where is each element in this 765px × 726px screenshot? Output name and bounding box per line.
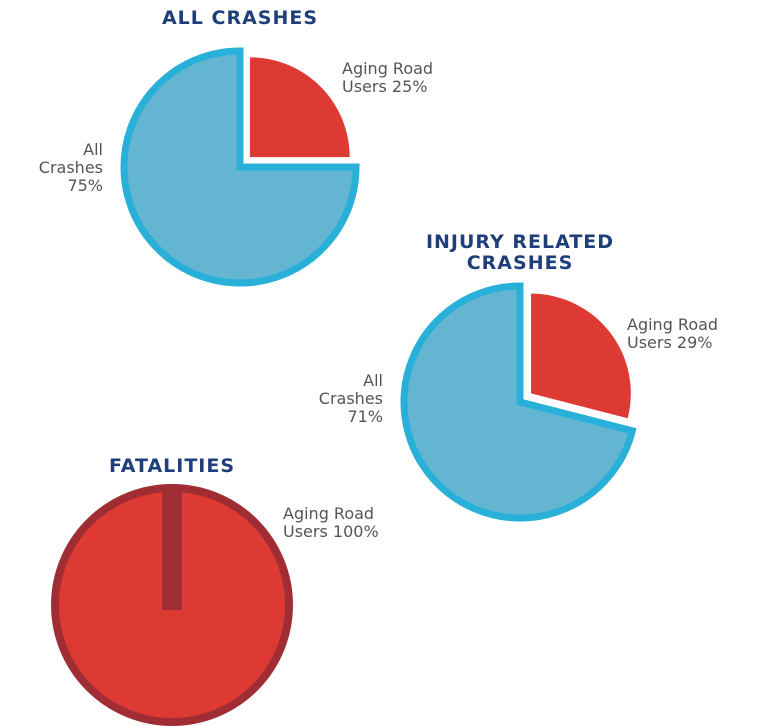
- chart-title: ALL CRASHES: [161, 7, 319, 29]
- slice-label: All Crashes 71%: [298, 372, 383, 426]
- slice-name: Aging Road Users: [627, 315, 719, 352]
- chart-title: INJURY RELATED CRASHES: [425, 231, 615, 274]
- slice-value: 75%: [67, 176, 103, 195]
- pie-slice: [120, 47, 360, 287]
- slice-label: Aging Road Users 25%: [342, 60, 454, 96]
- slice-name: Aging Road Users: [283, 504, 375, 541]
- slice-label: Aging Road Users 100%: [283, 505, 403, 541]
- slice-name: All Crashes: [318, 371, 383, 408]
- slice-value: 29%: [676, 333, 713, 352]
- slice-label: All Crashes 75%: [18, 141, 103, 195]
- slice-name: Aging Road Users: [342, 59, 434, 96]
- slice-value: 71%: [347, 407, 383, 426]
- slice-value: 25%: [391, 77, 428, 96]
- slice-value: 100%: [332, 522, 379, 541]
- chart-title: FATALITIES: [108, 455, 236, 477]
- slice-name: All Crashes: [38, 140, 103, 177]
- pie-slice: [400, 282, 637, 522]
- pie-slice: [531, 293, 631, 419]
- slice-label: Aging Road Users 29%: [627, 316, 739, 352]
- pie-slice: [249, 57, 350, 158]
